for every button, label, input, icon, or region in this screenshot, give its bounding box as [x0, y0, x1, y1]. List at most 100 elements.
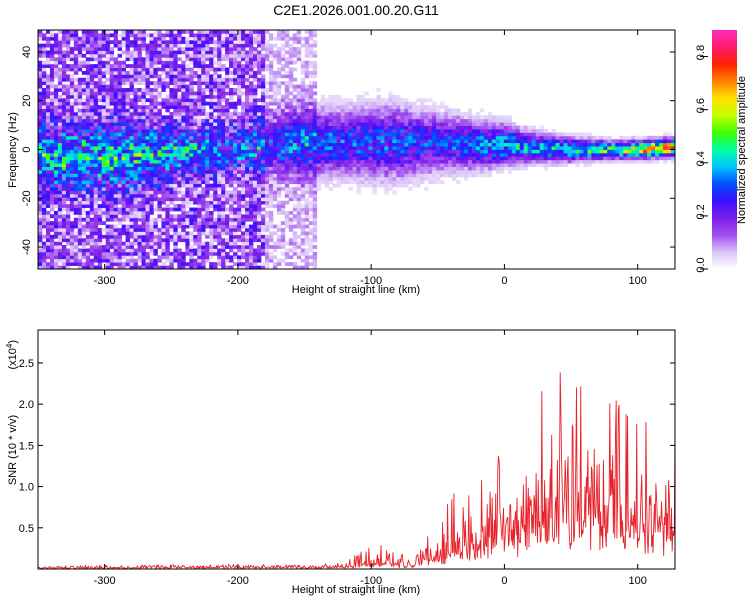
spectrogram-cell — [153, 118, 158, 123]
spectrogram-cell — [81, 91, 87, 96]
spectrogram-cell — [38, 43, 43, 48]
spectrogram-cell — [153, 228, 158, 232]
spectrogram-cell — [41, 200, 47, 205]
spectrogram-cell — [264, 111, 270, 116]
spectrogram-cell — [213, 262, 218, 266]
spectrogram-cell — [57, 84, 63, 89]
spectrogram-cell — [57, 238, 63, 243]
spectrogram-cell — [304, 258, 310, 263]
spectrogram-cell — [121, 251, 126, 256]
spectrogram-cell — [217, 135, 222, 140]
spectrogram-cell — [356, 129, 361, 133]
spectrogram-cell — [109, 149, 115, 154]
spectrogram-cell — [241, 135, 246, 140]
spectrogram-cell — [245, 214, 250, 219]
spectrogram-cell — [225, 258, 230, 263]
spectrogram-cell — [141, 36, 146, 41]
spectrogram-cell — [245, 74, 250, 79]
spectrogram-cell — [129, 125, 134, 130]
spectrogram-cell — [252, 238, 258, 243]
spectrogram-cell — [288, 111, 294, 116]
spectrogram-cell — [113, 163, 119, 167]
spectrogram-cell — [53, 265, 59, 269]
spectrogram-cell — [153, 70, 158, 75]
spectrogram-cell — [149, 74, 154, 79]
spectrogram-cell — [69, 33, 75, 38]
spectrogram-cell — [173, 159, 178, 164]
spectrogram-cell — [260, 74, 266, 79]
spectrogram-cell — [249, 228, 254, 232]
spectrogram-cell — [268, 60, 274, 65]
spectrogram-cell — [38, 84, 43, 89]
spectrogram-cell — [276, 238, 282, 243]
spectrogram-cell — [280, 57, 286, 62]
spectrogram-cell — [113, 265, 119, 269]
spectrogram-cell — [225, 152, 230, 157]
spectrogram-cell — [141, 152, 146, 157]
spectrogram-cell — [69, 238, 75, 243]
spectrogram-cell — [69, 197, 75, 202]
spectrogram-cell — [89, 183, 95, 188]
spectrogram-cell — [221, 64, 226, 68]
spectrogram-cell — [77, 193, 83, 198]
spectrogram-cell — [252, 224, 258, 229]
spectrogram-cell — [237, 210, 242, 215]
spectrogram-cell — [221, 53, 226, 58]
spectrogram-cell — [340, 139, 345, 144]
spectrogram-cell — [133, 101, 138, 106]
spectrogram-cell — [65, 88, 71, 92]
spectrogram-cell — [153, 197, 158, 202]
spectrogram-cell — [364, 91, 369, 96]
spectrogram-cell — [193, 40, 198, 45]
spectrogram-cell — [189, 176, 194, 181]
spectrogram-cell — [233, 118, 238, 123]
spectrogram-cell — [272, 111, 278, 116]
spectrogram-cell — [225, 88, 230, 92]
spectrogram-cell — [288, 193, 294, 198]
spectrogram-cell — [113, 200, 119, 205]
spectrogram-cell — [249, 173, 254, 178]
spectrogram-cell — [45, 241, 51, 246]
spectrogram-cell — [189, 135, 194, 140]
spectrogram-cell — [245, 258, 250, 263]
spectrogram-cell — [237, 146, 242, 150]
spectrogram-cell — [304, 53, 310, 58]
spectrogram-cell — [125, 125, 130, 130]
spectrogram-cell — [217, 224, 222, 229]
spectrogram-cell — [336, 129, 341, 133]
spectrogram-cell — [292, 190, 298, 195]
spectrogram-cell — [165, 197, 170, 202]
spectrogram-cell — [388, 159, 393, 164]
spectrogram-cell — [201, 169, 206, 174]
spectrogram-cell — [225, 166, 230, 171]
spectrogram-cell — [169, 43, 174, 48]
spectrogram-cell — [209, 156, 214, 161]
spectrogram-cell — [296, 101, 302, 106]
spectrogram-cell — [173, 217, 178, 222]
spectrogram-cell — [368, 98, 373, 103]
spectrogram-cell — [133, 115, 138, 120]
spectrogram-cell — [141, 64, 146, 68]
spectrogram-cell — [272, 135, 278, 140]
spectrogram-cell — [85, 40, 91, 45]
spectrogram-cell — [93, 57, 99, 62]
spectrogram-cell — [256, 105, 262, 109]
spectrogram-cell — [241, 248, 246, 253]
spectrogram-cell — [376, 163, 381, 167]
spectrogram-cell — [260, 149, 266, 154]
spectrogram-cell — [193, 91, 198, 96]
spectrogram-cell — [268, 98, 274, 103]
spectrogram-cell — [125, 91, 130, 96]
spectrogram-cell — [81, 101, 87, 106]
spectrogram-cell — [209, 77, 214, 82]
spectrogram-cell — [73, 248, 79, 253]
spectrogram-cell — [137, 187, 142, 191]
spectrogram-cell — [380, 173, 385, 178]
spectrogram-cell — [324, 125, 330, 130]
spectrogram-cell — [65, 115, 71, 120]
spectrogram-cell — [113, 207, 119, 212]
spectrogram-cell — [117, 228, 123, 232]
spectrogram-cell — [356, 159, 361, 164]
spectrogram-cell — [38, 36, 43, 41]
